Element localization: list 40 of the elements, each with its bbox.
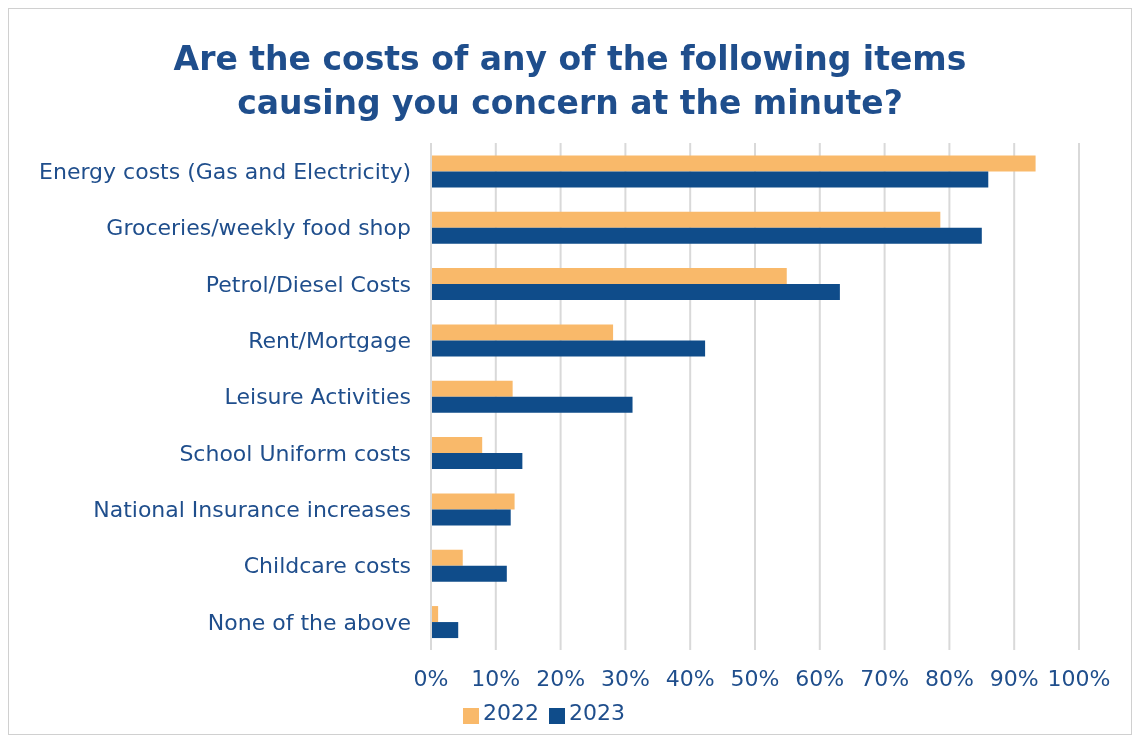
bar (431, 340, 706, 357)
bar (431, 565, 507, 582)
bar (431, 171, 989, 188)
x-tick-label: 30% (600, 665, 650, 691)
x-tick-label: 80% (924, 665, 974, 691)
x-tick-label: 0% (413, 665, 449, 691)
bar (431, 453, 523, 470)
bar (431, 284, 840, 301)
bar (431, 437, 483, 454)
x-tick-label: 20% (536, 665, 586, 691)
x-tick-label: 50% (730, 665, 780, 691)
x-tick-label: 90% (989, 665, 1039, 691)
legend-label: 2023 (569, 700, 625, 725)
bar (431, 493, 515, 510)
legend-label: 2022 (483, 700, 539, 725)
y-tick-label: Groceries/weekly food shop (106, 215, 411, 241)
bar (431, 324, 614, 341)
bar (431, 380, 513, 397)
chart-title: Are the costs of any of the following items causing you concern at the minute? (172, 38, 968, 124)
bar (431, 268, 787, 285)
bar (431, 549, 463, 566)
x-tick-label: 100% (1047, 665, 1111, 691)
y-tick-label: None of the above (207, 609, 411, 635)
bar (431, 396, 633, 413)
bar (431, 509, 511, 526)
y-tick-label: Leisure Activities (224, 384, 411, 410)
y-tick-label: National Insurance increases (93, 496, 411, 522)
y-tick-label: Petrol/Diesel Costs (205, 271, 411, 297)
y-tick-label: School Uniform costs (179, 440, 411, 466)
y-tick-label: Rent/Mortgage (248, 327, 411, 353)
bar (431, 211, 941, 228)
x-tick-label: 70% (860, 665, 910, 691)
x-tick-label: 10% (471, 665, 521, 691)
x-tick-label: 40% (665, 665, 715, 691)
bar (431, 155, 1036, 172)
y-tick-label: Energy costs (Gas and Electricity) (39, 158, 411, 184)
bar (431, 227, 982, 244)
bar (431, 622, 459, 639)
y-tick-label: Childcare costs (243, 553, 411, 579)
x-tick-label: 60% (795, 665, 845, 691)
